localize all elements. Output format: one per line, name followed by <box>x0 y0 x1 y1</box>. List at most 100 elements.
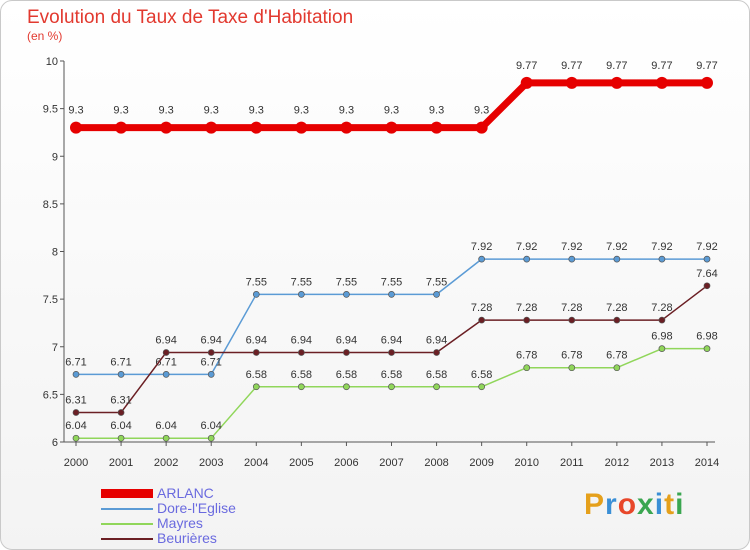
data-point <box>252 349 260 356</box>
data-label: 9.77 <box>696 60 717 72</box>
y-tick-label: 6.5 <box>43 389 58 401</box>
logo-letter: P <box>584 488 606 521</box>
data-point <box>252 291 260 298</box>
unit-label: (en %) <box>27 29 63 43</box>
data-point <box>655 76 668 89</box>
data-label: 6.78 <box>516 350 537 362</box>
data-point <box>658 255 666 263</box>
data-point <box>568 255 576 263</box>
logo-letter: r <box>605 488 618 521</box>
data-point <box>388 383 395 391</box>
data-point <box>703 255 711 263</box>
data-label: 9.3 <box>68 105 83 117</box>
data-point <box>613 255 621 263</box>
legend-item: Mayres <box>101 515 321 531</box>
data-point <box>388 291 395 298</box>
data-label: 9.77 <box>606 60 627 72</box>
data-label: 9.3 <box>429 105 444 117</box>
data-point <box>117 409 125 416</box>
y-tick-label: 10 <box>46 56 58 68</box>
data-label: 6.04 <box>201 420 222 432</box>
logo-letter: i <box>675 488 685 521</box>
data-label: 9.3 <box>158 105 173 117</box>
data-label: 6.31 <box>110 394 131 406</box>
data-point <box>478 383 485 391</box>
data-label: 7.92 <box>561 241 582 253</box>
legend-label: ARLANC <box>157 485 214 501</box>
data-label: 7.28 <box>561 302 582 314</box>
data-label: 7.92 <box>651 241 672 253</box>
logo-letter: i <box>654 488 665 521</box>
data-point <box>478 255 485 263</box>
data-point <box>343 383 350 391</box>
data-label: 6.04 <box>155 420 176 432</box>
data-point <box>568 364 576 372</box>
data-point <box>701 76 713 89</box>
data-label: 9.3 <box>384 105 399 117</box>
data-point <box>70 121 82 134</box>
data-point <box>523 316 531 324</box>
data-point <box>478 316 485 324</box>
y-tick-label: 7 <box>52 342 58 354</box>
legend-label: Dore-l'Eglise <box>157 500 236 516</box>
data-point <box>613 316 621 324</box>
data-point <box>388 349 395 356</box>
y-tick-label: 6 <box>52 437 58 449</box>
data-point <box>610 76 623 89</box>
data-label: 7.28 <box>471 302 492 314</box>
data-point <box>565 76 578 89</box>
legend-label: Mayres <box>157 515 203 531</box>
data-point <box>207 371 215 378</box>
legend-item: Beurières <box>101 530 321 546</box>
data-point <box>523 255 531 263</box>
data-point <box>295 121 308 134</box>
data-point <box>207 349 215 356</box>
x-tick-label: 2011 <box>560 457 584 469</box>
data-point <box>162 434 170 442</box>
logo-letter: x <box>637 488 655 521</box>
legend: ARLANC Dore-l'Eglise Mayres Beurières <box>101 485 321 546</box>
data-label: 7.28 <box>516 302 537 314</box>
legend-item: Dore-l'Eglise <box>101 500 321 516</box>
data-label: 6.78 <box>561 350 582 362</box>
data-label: 7.55 <box>291 276 312 288</box>
legend-swatch <box>101 489 153 498</box>
data-label: 9.3 <box>204 105 219 117</box>
data-point <box>340 121 353 134</box>
data-label: 7.55 <box>426 276 447 288</box>
data-point <box>298 349 305 356</box>
data-point <box>117 371 125 378</box>
data-label: 6.94 <box>336 334 357 346</box>
data-label: 9.3 <box>474 105 489 117</box>
proxiti-logo: Proxiti <box>584 488 684 522</box>
data-label: 7.64 <box>696 268 717 280</box>
data-point <box>115 121 128 134</box>
data-label: 7.92 <box>516 241 537 253</box>
data-label: 6.71 <box>110 356 131 368</box>
data-label: 6.31 <box>65 394 86 406</box>
x-tick-label: 2002 <box>154 457 178 469</box>
data-point <box>343 349 350 356</box>
data-label: 6.58 <box>291 369 312 381</box>
data-point <box>117 434 125 442</box>
data-point <box>250 121 263 134</box>
data-point <box>658 345 666 353</box>
legend-item: ARLANC <box>101 485 321 501</box>
data-label: 6.94 <box>291 334 312 346</box>
data-point <box>520 76 533 89</box>
data-label: 9.3 <box>294 105 309 117</box>
data-point <box>430 121 443 134</box>
data-point <box>343 291 350 298</box>
x-tick-label: 2003 <box>199 457 223 469</box>
x-tick-label: 2008 <box>424 457 448 469</box>
x-tick-label: 2010 <box>514 457 538 469</box>
chart-title: Evolution du Taux de Taxe d'Habitation <box>27 7 354 28</box>
data-label: 6.78 <box>606 350 627 362</box>
data-label: 9.77 <box>651 60 672 72</box>
data-point <box>162 349 170 356</box>
x-tick-label: 2004 <box>244 457 268 469</box>
data-label: 9.3 <box>339 105 354 117</box>
x-tick-label: 2007 <box>379 457 403 469</box>
y-tick-label: 9.5 <box>43 104 58 116</box>
